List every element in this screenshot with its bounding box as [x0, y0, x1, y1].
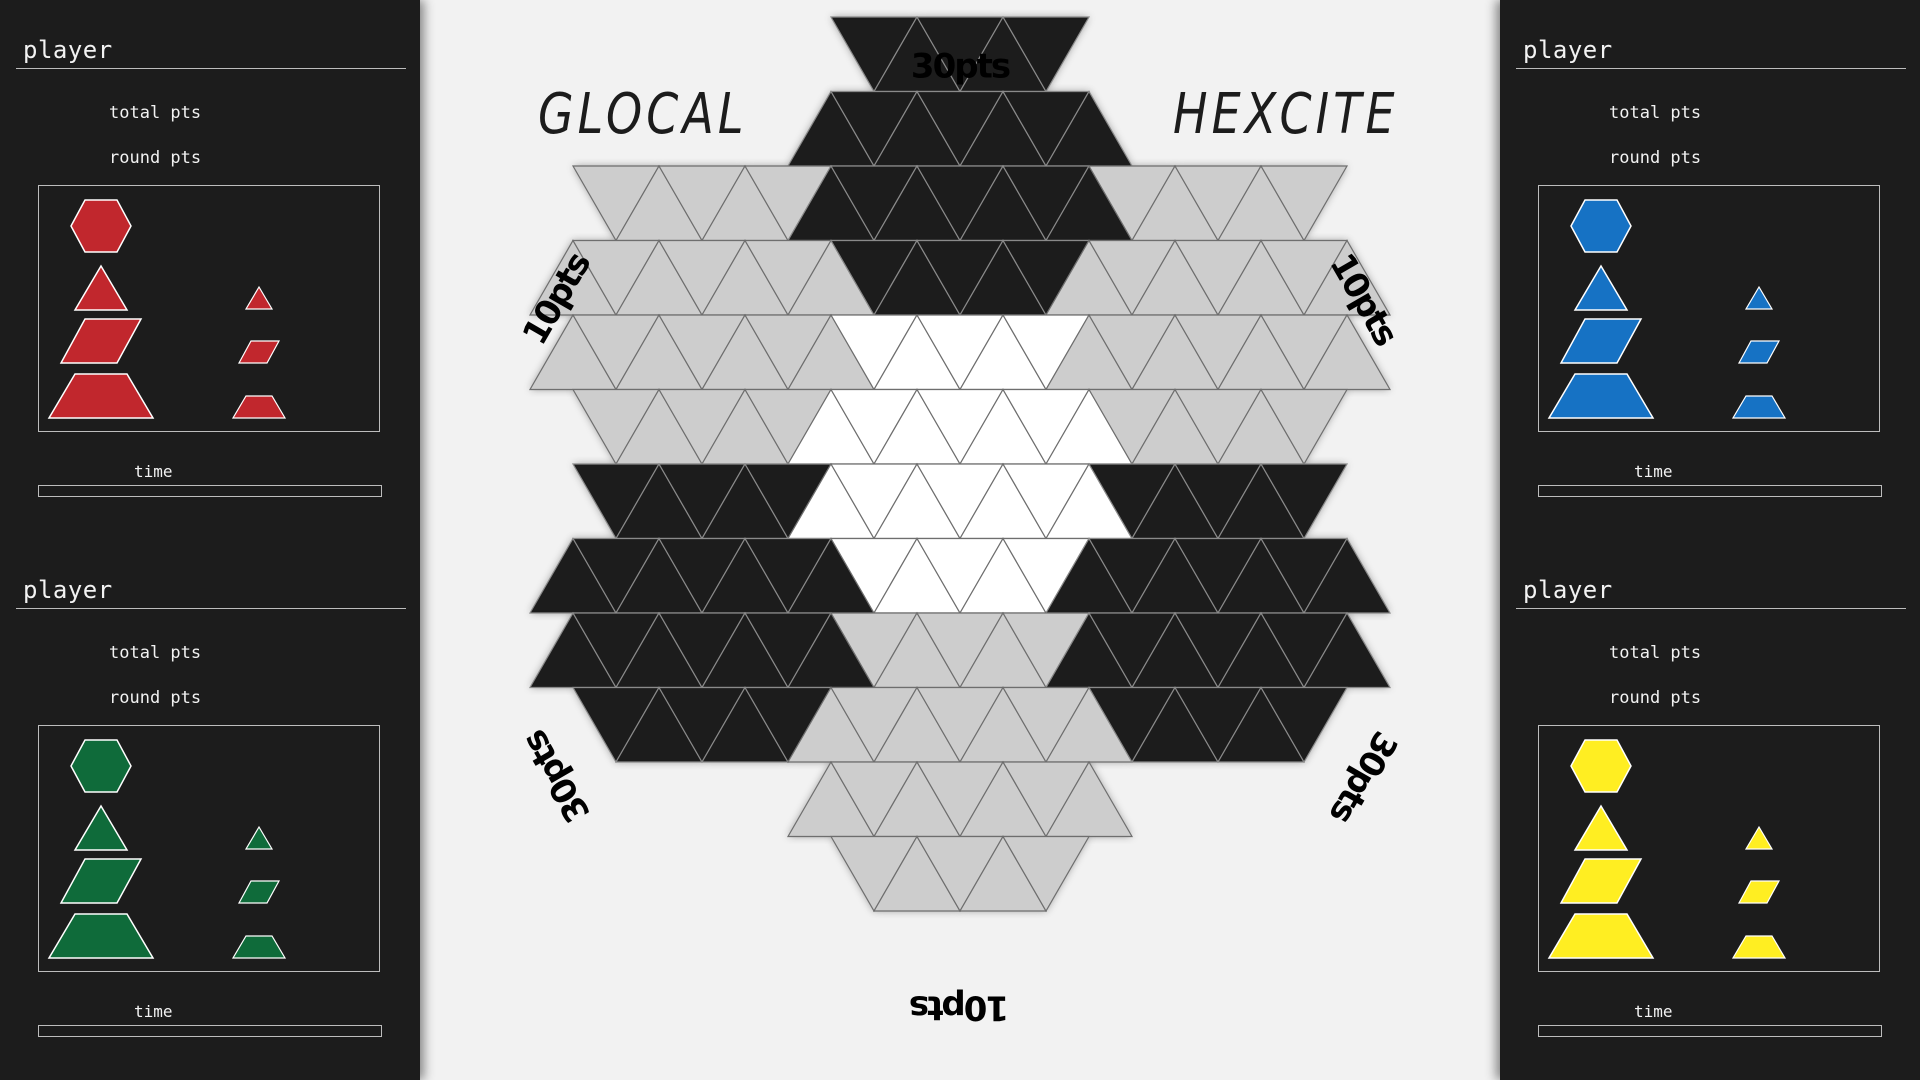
large-trapezoid-piece[interactable] — [47, 373, 155, 419]
player-name: player — [23, 36, 113, 64]
piece-tray — [38, 725, 380, 972]
title-glocal: GLOCAL — [538, 82, 748, 147]
round-points-label: round pts — [1609, 148, 1702, 168]
total-points-label: total pts — [1609, 103, 1702, 123]
time-bar — [38, 485, 382, 497]
large-hexagon-piece[interactable] — [1570, 199, 1632, 253]
time-bar — [1538, 1025, 1882, 1037]
total-points-label: total pts — [109, 643, 202, 663]
total-points-label: total pts — [109, 103, 202, 123]
board-cell[interactable] — [1259, 165, 1349, 242]
player-card-red: player total pts round pts time — [0, 0, 420, 540]
piece-tray-svg — [47, 199, 287, 419]
small-trapezoid-piece[interactable] — [1731, 935, 1787, 959]
small-parallelogram-piece[interactable] — [237, 880, 281, 904]
round-points-label: round pts — [109, 148, 202, 168]
small-trapezoid-piece[interactable] — [231, 395, 287, 419]
small-triangle-piece[interactable] — [1744, 285, 1774, 310]
board-cell[interactable] — [1001, 835, 1091, 913]
divider — [16, 68, 406, 69]
divider — [1516, 608, 1906, 609]
large-hexagon-piece[interactable] — [70, 739, 132, 793]
large-trapezoid-piece[interactable] — [1547, 373, 1655, 419]
piece-tray — [38, 185, 380, 432]
right-player-panel: player total pts round pts time player t… — [1500, 0, 1920, 1080]
small-trapezoid-piece[interactable] — [1731, 395, 1787, 419]
small-parallelogram-piece[interactable] — [237, 340, 281, 364]
board-cell[interactable] — [1259, 388, 1349, 466]
piece-tray — [1538, 725, 1880, 972]
large-hexagon-piece[interactable] — [1570, 739, 1632, 793]
player-card-yellow: player total pts round pts time — [1500, 540, 1920, 1080]
large-trapezoid-piece[interactable] — [47, 913, 155, 959]
board-cell[interactable] — [1259, 686, 1349, 764]
time-label: time — [1634, 1002, 1673, 1021]
player-name: player — [23, 576, 113, 604]
small-triangle-piece[interactable] — [1744, 825, 1774, 850]
player-card-green: player total pts round pts time — [0, 540, 420, 1080]
round-points-label: round pts — [1609, 688, 1702, 708]
small-trapezoid-piece[interactable] — [231, 935, 287, 959]
board-cell[interactable] — [1001, 16, 1091, 93]
large-triangle-piece[interactable] — [1573, 264, 1629, 311]
time-label: time — [1634, 462, 1673, 481]
small-parallelogram-piece[interactable] — [1737, 880, 1781, 904]
small-triangle-piece[interactable] — [244, 825, 274, 850]
piece-tray — [1538, 185, 1880, 432]
piece-tray-svg — [47, 739, 287, 959]
sector-points-label-bottom-right: 30pts — [1321, 724, 1405, 830]
large-parallelogram-piece[interactable] — [1559, 318, 1643, 364]
small-parallelogram-piece[interactable] — [1737, 340, 1781, 364]
total-points-label: total pts — [1609, 643, 1702, 663]
sector-points-label-top: 30pts — [911, 47, 1010, 87]
player-card-blue: player total pts round pts time — [1500, 0, 1920, 540]
piece-tray-svg — [1547, 739, 1787, 959]
time-label: time — [134, 462, 173, 481]
title-hexcite: HEXCITE — [1173, 82, 1399, 147]
sector-points-label-bottom-left: 30pts — [514, 724, 598, 830]
round-points-label: round pts — [109, 688, 202, 708]
large-parallelogram-piece[interactable] — [59, 858, 143, 904]
time-label: time — [134, 1002, 173, 1021]
large-parallelogram-piece[interactable] — [1559, 858, 1643, 904]
player-name: player — [1523, 36, 1613, 64]
left-player-panel: player total pts round pts time player t… — [0, 0, 420, 1080]
divider — [1516, 68, 1906, 69]
divider — [16, 608, 406, 609]
piece-tray-svg — [1547, 199, 1787, 419]
large-parallelogram-piece[interactable] — [59, 318, 143, 364]
large-hexagon-piece[interactable] — [70, 199, 132, 253]
time-bar — [1538, 485, 1882, 497]
large-triangle-piece[interactable] — [73, 804, 129, 851]
large-triangle-piece[interactable] — [1573, 804, 1629, 851]
small-triangle-piece[interactable] — [244, 285, 274, 310]
large-trapezoid-piece[interactable] — [1547, 913, 1655, 959]
player-name: player — [1523, 576, 1613, 604]
board-cell[interactable] — [1259, 463, 1349, 540]
time-bar — [38, 1025, 382, 1037]
large-triangle-piece[interactable] — [73, 264, 129, 311]
sector-points-label-bottom: 10pts — [910, 988, 1009, 1028]
